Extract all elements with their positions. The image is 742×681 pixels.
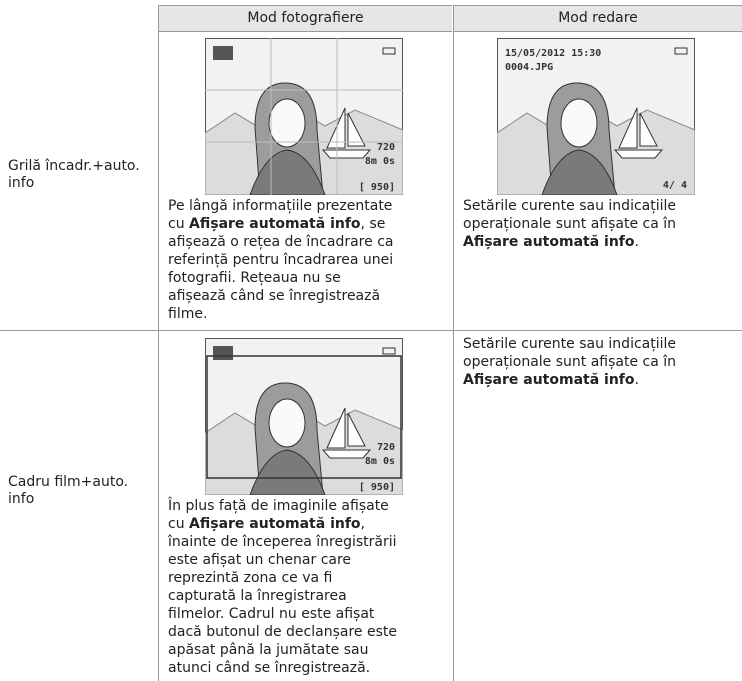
text-bold: Afișare automată info [189, 516, 361, 532]
cell-text: Pe lângă informațiile prezentate cu Afiș… [168, 197, 400, 323]
row-border [0, 330, 742, 331]
screen-text: 720 [377, 442, 395, 453]
screen-text: 8m 0s [365, 456, 395, 467]
text: În plus față de imaginile afișate cu [168, 498, 389, 532]
screen-image: 720 8m 0s [ 950] [204, 338, 404, 496]
text-bold: Afișare automată info [189, 216, 361, 232]
face [268, 398, 306, 448]
row-label: Cadru film+auto. info [8, 474, 129, 507]
screen-text: [ 950] [359, 482, 395, 493]
screen-text: 8m 0s [365, 156, 395, 167]
header-text: Mod fotografiere [247, 10, 364, 26]
text-bold: Afișare automată info [463, 372, 635, 388]
cell-text: Setările curente sau indicațiile operați… [463, 335, 678, 389]
battery [382, 47, 396, 55]
movie-frame [206, 355, 402, 479]
photo-screen: 720 8m 0s [ 950] [204, 38, 404, 196]
row-label: Grilă încadr.+auto. info [8, 158, 140, 191]
header-text: Mod redare [558, 10, 638, 26]
battery [382, 347, 396, 355]
text-bold: Afișare automată info [463, 234, 635, 250]
screen-image: 15/05/2012 15:30 0004.JPG 4/ 4 [496, 38, 696, 196]
cell-text: Setările curente sau indicațiile operați… [463, 197, 678, 251]
screen-text: 720 [377, 142, 395, 153]
header-cell: Mod redare [454, 5, 742, 32]
sailboat [321, 107, 372, 159]
screen-text: 0004.JPG [505, 62, 553, 73]
screen-text: 15/05/2012 15:30 [505, 48, 601, 59]
mode-icon [213, 346, 233, 360]
mode-icon [213, 46, 233, 60]
battery [674, 47, 688, 55]
screen-image: 720 8m 0s [ 950] [204, 38, 404, 196]
sailboat [613, 107, 664, 159]
body [541, 149, 618, 196]
sailboat [321, 407, 372, 459]
photo-screen: 720 8m 0s [ 950] [204, 338, 404, 496]
text: , se afișează o rețea de încadrare ca re… [168, 216, 394, 322]
column-border [453, 5, 454, 681]
text: . [634, 234, 639, 250]
text: , înainte de începerea înregistrării est… [168, 516, 397, 676]
text: Setările curente sau indicațiile operați… [463, 198, 677, 232]
face [560, 98, 598, 148]
screen-text: 4/ 4 [663, 180, 687, 191]
playback-screen: 15/05/2012 15:30 0004.JPG 4/ 4 [496, 38, 696, 196]
cell-text: În plus față de imaginile afișate cu Afi… [168, 497, 400, 677]
body [249, 149, 326, 196]
face [268, 98, 306, 148]
text: Pe lângă informațiile prezentate cu [168, 198, 393, 232]
text: Setările curente sau indicațiile operați… [463, 336, 677, 370]
screen-text: [ 950] [359, 182, 395, 193]
body [249, 449, 326, 496]
text: . [634, 372, 639, 388]
header-cell: Mod fotografiere [159, 5, 452, 32]
column-border [158, 5, 159, 681]
